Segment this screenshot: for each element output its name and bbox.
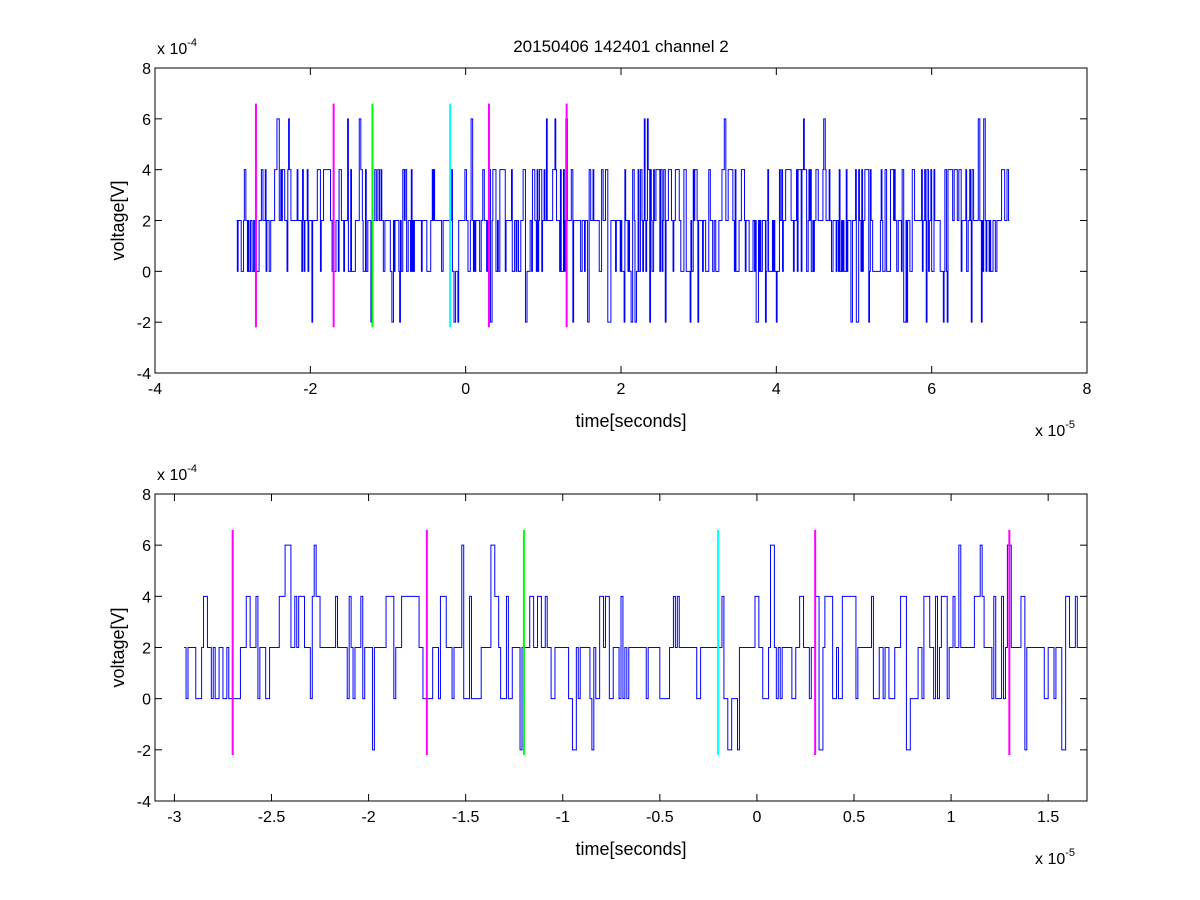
- signal-line: [184, 544, 1087, 751]
- y-multiplier: x 10-4: [157, 37, 197, 58]
- x-multiplier-base: x 10: [1035, 851, 1065, 868]
- y-tick-label: 4: [142, 589, 151, 606]
- y-tick-label: 6: [142, 538, 151, 555]
- y-tick-label: 4: [142, 163, 151, 180]
- y-tick-label: 2: [142, 214, 151, 231]
- y-tick-label: -4: [137, 366, 151, 383]
- x-tick-label: 1: [947, 809, 956, 826]
- plot-area: [236, 103, 1010, 328]
- y-tick-label: 0: [142, 264, 151, 281]
- x-tick-label: 6: [927, 381, 936, 398]
- y-tick-label: 8: [142, 61, 151, 78]
- y-tick-label: 6: [142, 112, 151, 129]
- signal-line: [236, 118, 1010, 323]
- x-axis-label: time[seconds]: [575, 839, 686, 859]
- y-axis-label: voltage[V]: [108, 607, 128, 687]
- y-multiplier-exp: -4: [187, 463, 197, 475]
- x-tick-label: 0.5: [843, 809, 865, 826]
- y-tick-label: -2: [137, 743, 151, 760]
- x-multiplier: x 10-5: [1035, 847, 1075, 868]
- y-tick-label: -2: [137, 315, 151, 332]
- x-tick-label: 4: [772, 381, 781, 398]
- y-multiplier: x 10-4: [157, 463, 197, 484]
- x-tick-label: 0: [752, 809, 761, 826]
- y-multiplier-exp: -4: [187, 37, 197, 49]
- y-multiplier-base: x 10: [157, 41, 187, 58]
- x-tick-label: 2: [617, 381, 626, 398]
- y-multiplier-base: x 10: [157, 467, 187, 484]
- chart-title: 20150406 142401 channel 2: [513, 37, 729, 56]
- x-multiplier-exp: -5: [1065, 847, 1075, 859]
- y-axis-label: voltage[V]: [108, 180, 128, 260]
- x-multiplier-exp: -5: [1065, 419, 1075, 431]
- plot-area: [184, 529, 1087, 755]
- y-tick-label: 2: [142, 641, 151, 658]
- y-tick-label: -4: [137, 794, 151, 811]
- x-tick-label: -4: [148, 381, 162, 398]
- x-tick-label: 8: [1083, 381, 1092, 398]
- x-tick-label: -0.5: [646, 809, 674, 826]
- x-multiplier: x 10-5: [1035, 419, 1075, 440]
- x-multiplier-base: x 10: [1035, 423, 1065, 440]
- y-tick-label: 0: [142, 692, 151, 709]
- x-tick-label: -2.5: [258, 809, 286, 826]
- x-axis-label: time[seconds]: [575, 411, 686, 431]
- x-tick-label: -3: [167, 809, 181, 826]
- x-tick-label: -1.5: [452, 809, 480, 826]
- x-tick-label: 1.5: [1037, 809, 1059, 826]
- x-tick-label: -1: [556, 809, 570, 826]
- x-tick-label: -2: [303, 381, 317, 398]
- x-tick-label: 0: [461, 381, 470, 398]
- y-tick-label: 8: [142, 487, 151, 504]
- x-tick-label: -2: [361, 809, 375, 826]
